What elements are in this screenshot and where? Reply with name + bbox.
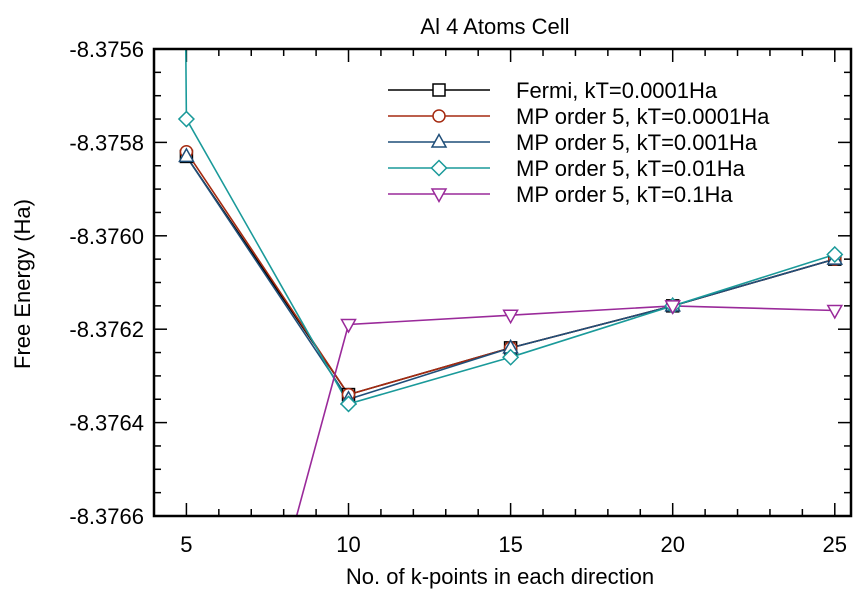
data-point-3-5 xyxy=(826,245,844,264)
chart-title: Al 4 Atoms Cell xyxy=(420,14,569,39)
y-axis-label: Free Energy (Ha) xyxy=(10,199,35,369)
data-point-4-3 xyxy=(664,300,681,315)
legend-marker xyxy=(430,159,448,177)
series-line-4 xyxy=(295,305,835,516)
x-tick-label: 15 xyxy=(498,532,522,557)
legend-label: MP order 5, kT=0.01Ha xyxy=(516,156,746,181)
legend-marker xyxy=(430,132,448,148)
legend-marker xyxy=(432,83,446,97)
legend-label: MP order 5, kT=0.1Ha xyxy=(516,182,733,207)
data-point-3-1 xyxy=(177,110,195,128)
plot-frame xyxy=(152,47,853,518)
data-point-4-2 xyxy=(502,309,519,325)
data-point-3-3 xyxy=(502,348,520,366)
y-tick-label: -8.3764 xyxy=(69,411,144,436)
y-tick-label: -8.3766 xyxy=(69,504,144,529)
y-tick-label: -8.3762 xyxy=(69,317,144,342)
y-tick-label: -8.3756 xyxy=(69,37,144,62)
y-tick-label: -8.3760 xyxy=(69,224,144,249)
data-point-3-2 xyxy=(339,395,358,413)
markers-layer xyxy=(177,110,844,413)
data-point-4-1 xyxy=(340,318,357,334)
legend-label: Fermi, kT=0.0001Ha xyxy=(516,78,718,103)
legend-label: MP order 5, kT=0.001Ha xyxy=(516,130,758,155)
legend-marker xyxy=(430,188,448,204)
data-point-4-4 xyxy=(826,304,844,320)
legend-label: MP order 5, kT=0.0001Ha xyxy=(516,104,770,129)
series-line-3 xyxy=(185,49,836,405)
x-axis-label: No. of k-points in each direction xyxy=(346,564,654,589)
x-tick-label: 5 xyxy=(180,532,192,557)
x-tick-label: 25 xyxy=(823,532,847,557)
x-tick-label: 10 xyxy=(336,532,360,557)
data-point-2-0 xyxy=(178,147,195,163)
x-tick-label: 20 xyxy=(660,532,684,557)
ticks-layer: -8.3756 -8.3758 -8.3760 -8.3762 -8.3764 -8.37… xyxy=(69,37,851,557)
y-tick-label: -8.3758 xyxy=(69,130,144,155)
legend-marker xyxy=(432,109,446,123)
